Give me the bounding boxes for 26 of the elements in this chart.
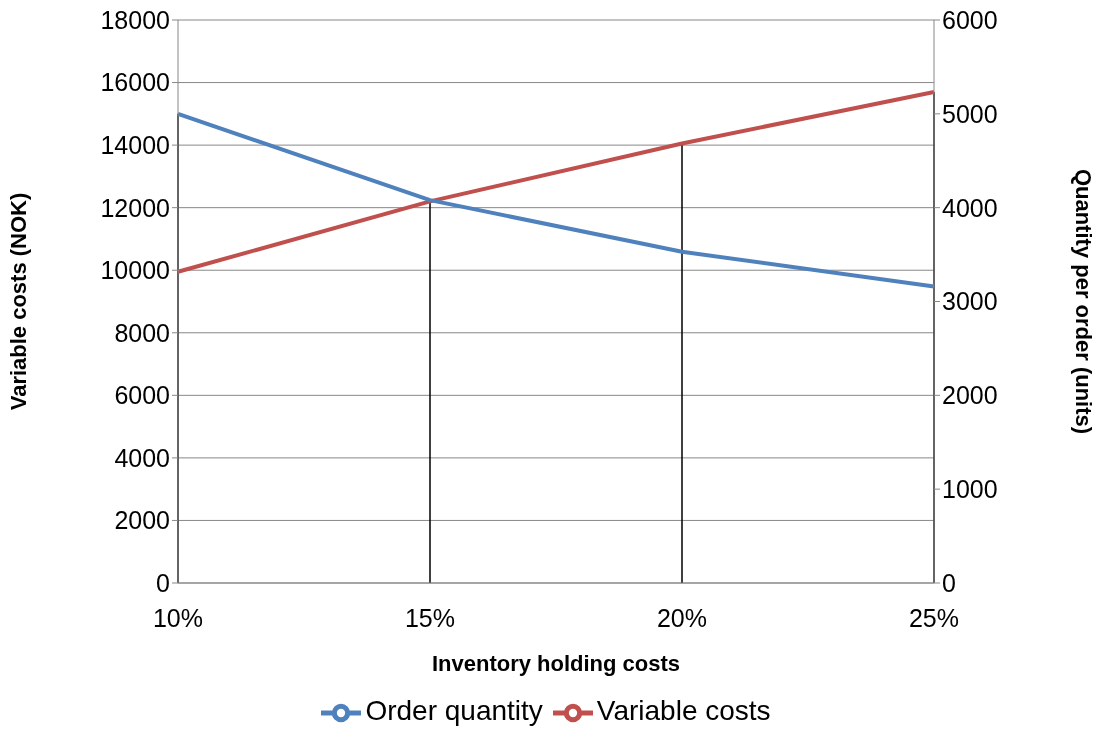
y-tick-label: 14000 [100, 130, 170, 159]
y2-tick-label: 5000 [942, 99, 998, 128]
y-tick-label: 0 [156, 568, 170, 597]
legend-label: Variable costs [596, 695, 771, 727]
y-tick-label: 8000 [114, 318, 170, 347]
y-tick-label: 4000 [114, 443, 170, 472]
x-tick-label: 20% [656, 603, 708, 632]
x-tick-label: 15% [404, 603, 456, 632]
y2-tick-label: 0 [942, 568, 956, 597]
y2-axis-title: Quantity per order (units) [1071, 168, 1097, 435]
x-tick-label: 25% [908, 603, 960, 632]
y2-tick-label: 6000 [942, 5, 998, 34]
x-axis-title: Inventory holding costs [431, 651, 681, 676]
y-axis-title: Variable costs (NOK) [5, 192, 31, 411]
y-tick-label: 12000 [100, 193, 170, 222]
y2-tick-label: 4000 [942, 193, 998, 222]
y-tick-label: 2000 [114, 506, 170, 535]
y-tick-label: 10000 [100, 256, 170, 285]
y-tick-label: 18000 [100, 5, 170, 34]
y2-tick-label: 1000 [942, 475, 998, 504]
y2-tick-label: 2000 [942, 381, 998, 410]
y-tick-label: 6000 [114, 381, 170, 410]
legend-label: Order quantity [365, 695, 543, 727]
y-tick-label: 16000 [100, 68, 170, 97]
x-tick-label: 10% [152, 603, 204, 632]
y2-tick-label: 3000 [942, 287, 998, 316]
